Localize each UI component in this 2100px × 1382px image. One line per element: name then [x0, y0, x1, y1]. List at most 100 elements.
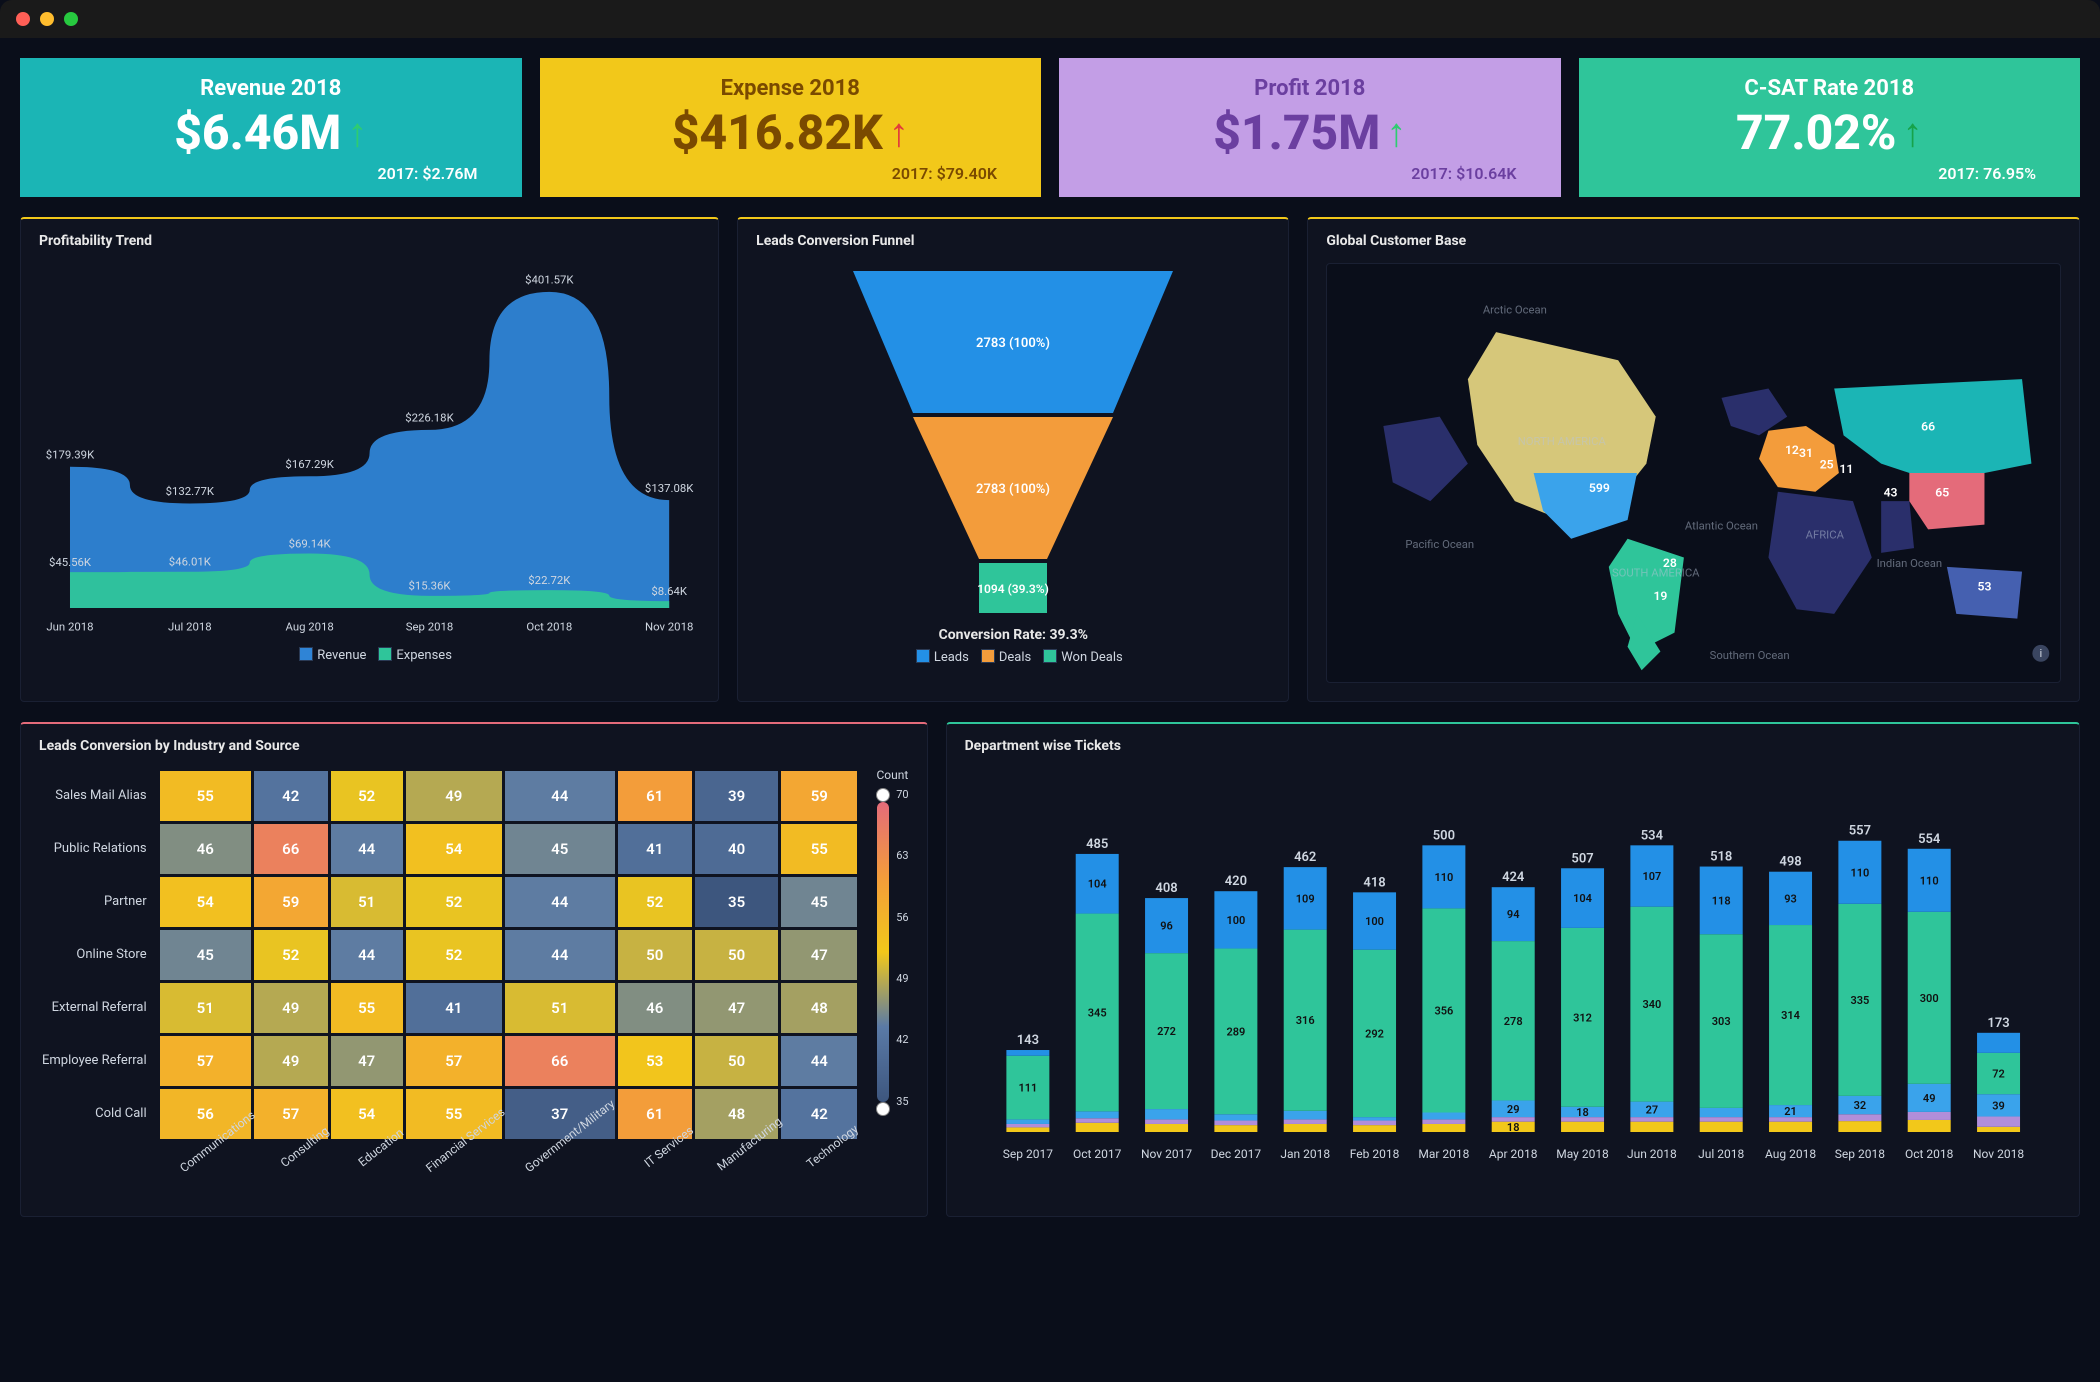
svg-text:21: 21	[1784, 1105, 1797, 1118]
heatmap-cell[interactable]: 44	[331, 930, 403, 980]
svg-text:Jan 2018: Jan 2018	[1280, 1147, 1330, 1161]
heatmap-cell[interactable]: 46	[618, 983, 692, 1033]
kpi-card[interactable]: Profit 2018 $1.75M↑ 2017: $10.64K	[1059, 58, 1561, 197]
svg-text:110: 110	[1434, 871, 1453, 884]
heatmap-cell[interactable]: 47	[695, 983, 778, 1033]
kpi-card[interactable]: Revenue 2018 $6.46M↑ 2017: $2.76M	[20, 58, 522, 197]
svg-text:485: 485	[1086, 837, 1108, 852]
svg-text:Jun 2018: Jun 2018	[46, 619, 93, 633]
kpi-value: 77.02%↑	[1736, 107, 1923, 160]
svg-text:109: 109	[1295, 892, 1314, 905]
svg-text:32: 32	[1853, 1099, 1866, 1112]
heatmap-cell[interactable]: 52	[618, 877, 692, 927]
svg-text:Atlantic Ocean: Atlantic Ocean	[1685, 519, 1758, 532]
svg-text:110: 110	[1850, 866, 1869, 879]
heatmap-cell[interactable]: 52	[406, 877, 502, 927]
svg-text:Oct 2018: Oct 2018	[526, 619, 572, 633]
kpi-title: Profit 2018	[1083, 76, 1537, 101]
heatmap-cell[interactable]: 51	[160, 983, 251, 1033]
chart-legend: LeadsDealsWon Deals	[904, 649, 1123, 665]
heatmap-cell[interactable]: 55	[781, 824, 857, 874]
heatmap-cell[interactable]: 47	[781, 930, 857, 980]
world-map[interactable]: Arctic OceanNORTH AMERICAAtlantic OceanP…	[1326, 263, 2061, 683]
heatmap-cell[interactable]: 35	[695, 877, 778, 927]
heatmap-cell[interactable]: 59	[781, 771, 857, 821]
heatmap-cell[interactable]: 48	[781, 983, 857, 1033]
close-icon[interactable]	[16, 12, 30, 26]
heatmap-cell[interactable]: 44	[505, 930, 615, 980]
svg-text:107: 107	[1642, 870, 1661, 883]
heatmap-cell[interactable]: 53	[618, 1036, 692, 1086]
svg-text:Southern Ocean: Southern Ocean	[1710, 649, 1790, 662]
heatmap-cell[interactable]: 50	[695, 930, 778, 980]
svg-text:314: 314	[1781, 1009, 1800, 1022]
heatmap-row-label: Sales Mail Alias	[42, 771, 157, 821]
tickets-panel: Department wise Tickets 111143Sep 201734…	[946, 722, 2080, 1217]
svg-text:498: 498	[1779, 855, 1801, 870]
svg-text:Arctic Ocean: Arctic Ocean	[1483, 303, 1547, 316]
heatmap-cell[interactable]: 54	[406, 824, 502, 874]
heatmap-cell[interactable]: 51	[331, 877, 403, 927]
heatmap-cell[interactable]: 50	[695, 1036, 778, 1086]
svg-text:599: 599	[1589, 481, 1610, 495]
heatmap-cell[interactable]: 40	[695, 824, 778, 874]
kpi-title: Revenue 2018	[44, 76, 498, 101]
heatmap-cell[interactable]: 47	[331, 1036, 403, 1086]
heatmap-cell[interactable]: 45	[505, 824, 615, 874]
svg-text:$69.14K: $69.14K	[289, 536, 332, 550]
heatmap-cell[interactable]: 44	[505, 771, 615, 821]
heatmap-cell[interactable]: 52	[406, 930, 502, 980]
heatmap-cell[interactable]: 45	[781, 877, 857, 927]
heatmap-row-label: Public Relations	[42, 824, 157, 874]
heatmap-cell[interactable]: 41	[618, 824, 692, 874]
heatmap-cell[interactable]: 44	[505, 877, 615, 927]
heatmap-cell[interactable]: 55	[160, 771, 251, 821]
heatmap-cell[interactable]: 42	[254, 771, 328, 821]
heatmap-cell[interactable]: 49	[254, 1036, 328, 1086]
svg-text:$15.36K: $15.36K	[408, 578, 451, 592]
heatmap-cell[interactable]: 57	[160, 1036, 251, 1086]
heatmap-cell[interactable]: 54	[160, 877, 251, 927]
heatmap-cell[interactable]: 44	[331, 824, 403, 874]
minimize-icon[interactable]	[40, 12, 54, 26]
heatmap-row-label: Employee Referral	[42, 1036, 157, 1086]
heatmap-cell[interactable]: 45	[160, 930, 251, 980]
heatmap-cell[interactable]: 61	[618, 771, 692, 821]
heatmap-cell[interactable]: 57	[406, 1036, 502, 1086]
svg-text:500: 500	[1432, 828, 1454, 843]
heatmap-cell[interactable]: 52	[254, 930, 328, 980]
heatmap-cell[interactable]: 44	[781, 1036, 857, 1086]
heatmap-cell[interactable]: 52	[331, 771, 403, 821]
funnel-panel: Leads Conversion Funnel 2783 (100%)2783 …	[737, 217, 1289, 702]
svg-text:292: 292	[1365, 1027, 1384, 1040]
heatmap-cell[interactable]: 66	[254, 824, 328, 874]
heatmap-cell[interactable]: 49	[406, 771, 502, 821]
svg-text:72: 72	[1992, 1067, 2005, 1080]
svg-text:Jun 2018: Jun 2018	[1627, 1147, 1677, 1161]
heatmap-cell[interactable]: 50	[618, 930, 692, 980]
svg-text:Jul 2018: Jul 2018	[168, 619, 212, 633]
maximize-icon[interactable]	[64, 12, 78, 26]
heatmap-cell[interactable]: 46	[160, 824, 251, 874]
funnel-chart: 2783 (100%)2783 (100%)1094 (39.3%) Conve…	[756, 263, 1270, 683]
heatmap-cell[interactable]: 66	[505, 1036, 615, 1086]
heatmap-cell[interactable]: 49	[254, 983, 328, 1033]
kpi-card[interactable]: C-SAT Rate 2018 77.02%↑ 2017: 76.95%	[1579, 58, 2081, 197]
kpi-subtext: 2017: $10.64K	[1083, 164, 1537, 183]
svg-text:2783 (100%): 2783 (100%)	[976, 482, 1050, 497]
heatmap-cell[interactable]: 51	[505, 983, 615, 1033]
svg-text:420: 420	[1224, 874, 1246, 889]
heatmap-cell[interactable]: 39	[695, 771, 778, 821]
dashboard: Revenue 2018 $6.46M↑ 2017: $2.76MExpense…	[0, 38, 2100, 1257]
heatmap-cell[interactable]: 59	[254, 877, 328, 927]
kpi-card[interactable]: Expense 2018 $416.82K↑ 2017: $79.40K	[540, 58, 1042, 197]
heatmap-cell[interactable]: 41	[406, 983, 502, 1033]
svg-text:39: 39	[1992, 1099, 2005, 1112]
kpi-subtext: 2017: $79.40K	[564, 164, 1018, 183]
svg-text:12: 12	[1785, 443, 1799, 457]
kpi-value: $1.75M↑	[1213, 107, 1406, 160]
svg-text:Nov 2017: Nov 2017	[1141, 1147, 1192, 1161]
heatmap-cell[interactable]: 55	[331, 983, 403, 1033]
trend-arrow-icon: ↑	[889, 111, 909, 155]
svg-text:AFRICA: AFRICA	[1806, 529, 1845, 542]
